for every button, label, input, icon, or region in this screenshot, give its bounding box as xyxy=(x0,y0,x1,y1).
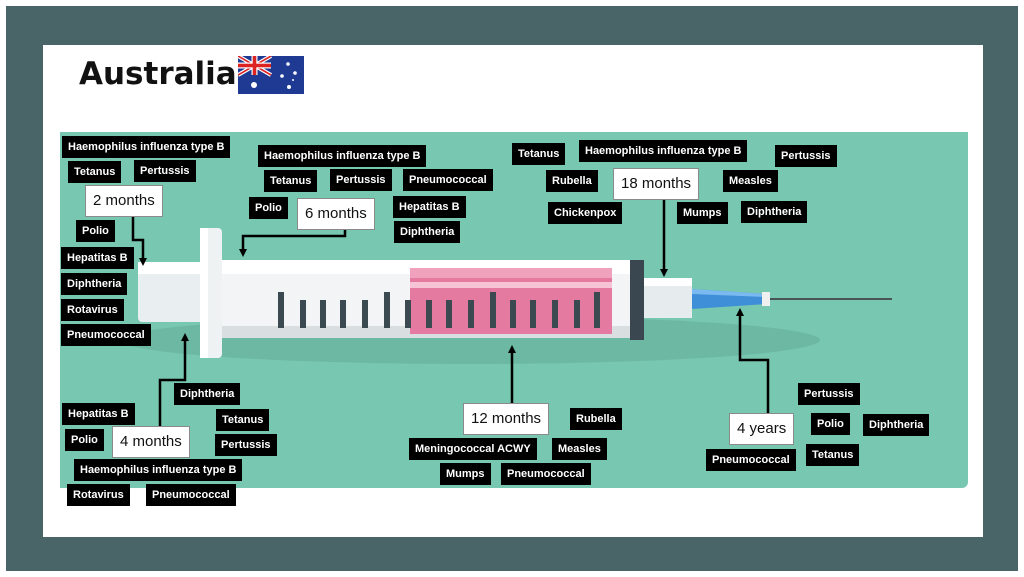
vaccine-label: Polio xyxy=(249,197,288,219)
vaccine-label: Pneumococcal xyxy=(501,463,591,485)
vaccine-label: Pertussis xyxy=(134,160,196,182)
vaccine-label: Rotavirus xyxy=(61,299,124,321)
vaccine-label: Hepatitas B xyxy=(61,247,134,269)
vaccine-label: Pertussis xyxy=(798,383,860,405)
arrow-4-years xyxy=(736,308,770,413)
vaccine-label: Diphtheria xyxy=(394,221,461,243)
vaccine-label: Hepatitas B xyxy=(393,196,466,218)
vaccine-label: Tetanus xyxy=(68,161,122,183)
age-label-4-months: 4 months xyxy=(112,426,190,458)
vaccine-label: Mumps xyxy=(677,202,728,224)
vaccine-label: Tetanus xyxy=(264,170,318,192)
vaccine-label: Rubella xyxy=(570,408,622,430)
vaccine-label: Pneumococcal xyxy=(706,449,796,471)
age-label-12-months: 12 months xyxy=(463,403,550,435)
vaccine-label: Polio xyxy=(811,413,850,435)
page-title: Australia xyxy=(79,56,237,92)
age-label-2-months: 2 months xyxy=(85,185,163,217)
vaccine-label: Chickenpox xyxy=(548,202,623,224)
age-label-4-years: 4 years xyxy=(729,413,795,445)
vaccine-label: Tetanus xyxy=(216,409,270,431)
vaccine-label: Pertussis xyxy=(215,434,277,456)
vaccine-label: Diphtheria xyxy=(174,383,241,405)
arrow-2-months xyxy=(131,216,147,266)
vaccine-label: Polio xyxy=(65,429,104,451)
vaccine-label: Rubella xyxy=(546,170,598,192)
vaccine-label: Measles xyxy=(552,438,607,460)
vaccine-label: Meningococcal ACWY xyxy=(409,438,537,460)
vaccine-label: Measles xyxy=(723,170,778,192)
vaccine-label: Diphtheria xyxy=(863,414,930,436)
vaccine-label: Haemophilus influenza type B xyxy=(74,459,243,481)
vaccine-label: Haemophilus influenza type B xyxy=(258,145,427,167)
vaccine-label: Diphtheria xyxy=(61,273,128,295)
vaccine-label: Tetanus xyxy=(512,143,566,165)
vaccine-label: Hepatitas B xyxy=(62,403,135,425)
vaccine-label: Mumps xyxy=(440,463,491,485)
australia-flag-icon xyxy=(238,56,304,94)
vaccine-label: Haemophilus influenza type B xyxy=(579,140,748,162)
vaccine-label: Haemophilus influenza type B xyxy=(62,136,231,158)
vaccine-label: Pneumococcal xyxy=(61,324,151,346)
vaccine-label: Rotavirus xyxy=(67,484,130,506)
arrow-6-months xyxy=(239,229,347,257)
age-label-6-months: 6 months xyxy=(297,198,375,230)
vaccine-label: Tetanus xyxy=(806,444,860,466)
vaccine-label: Diphtheria xyxy=(741,201,808,223)
vaccine-label: Pneumococcal xyxy=(403,169,493,191)
vaccine-label: Pertussis xyxy=(330,169,392,191)
vaccine-label: Pneumococcal xyxy=(146,484,236,506)
age-label-18-months: 18 months xyxy=(613,168,700,200)
vaccine-label: Pertussis xyxy=(775,145,837,167)
vaccine-label: Polio xyxy=(76,220,115,242)
arrow-4-months xyxy=(158,333,189,427)
